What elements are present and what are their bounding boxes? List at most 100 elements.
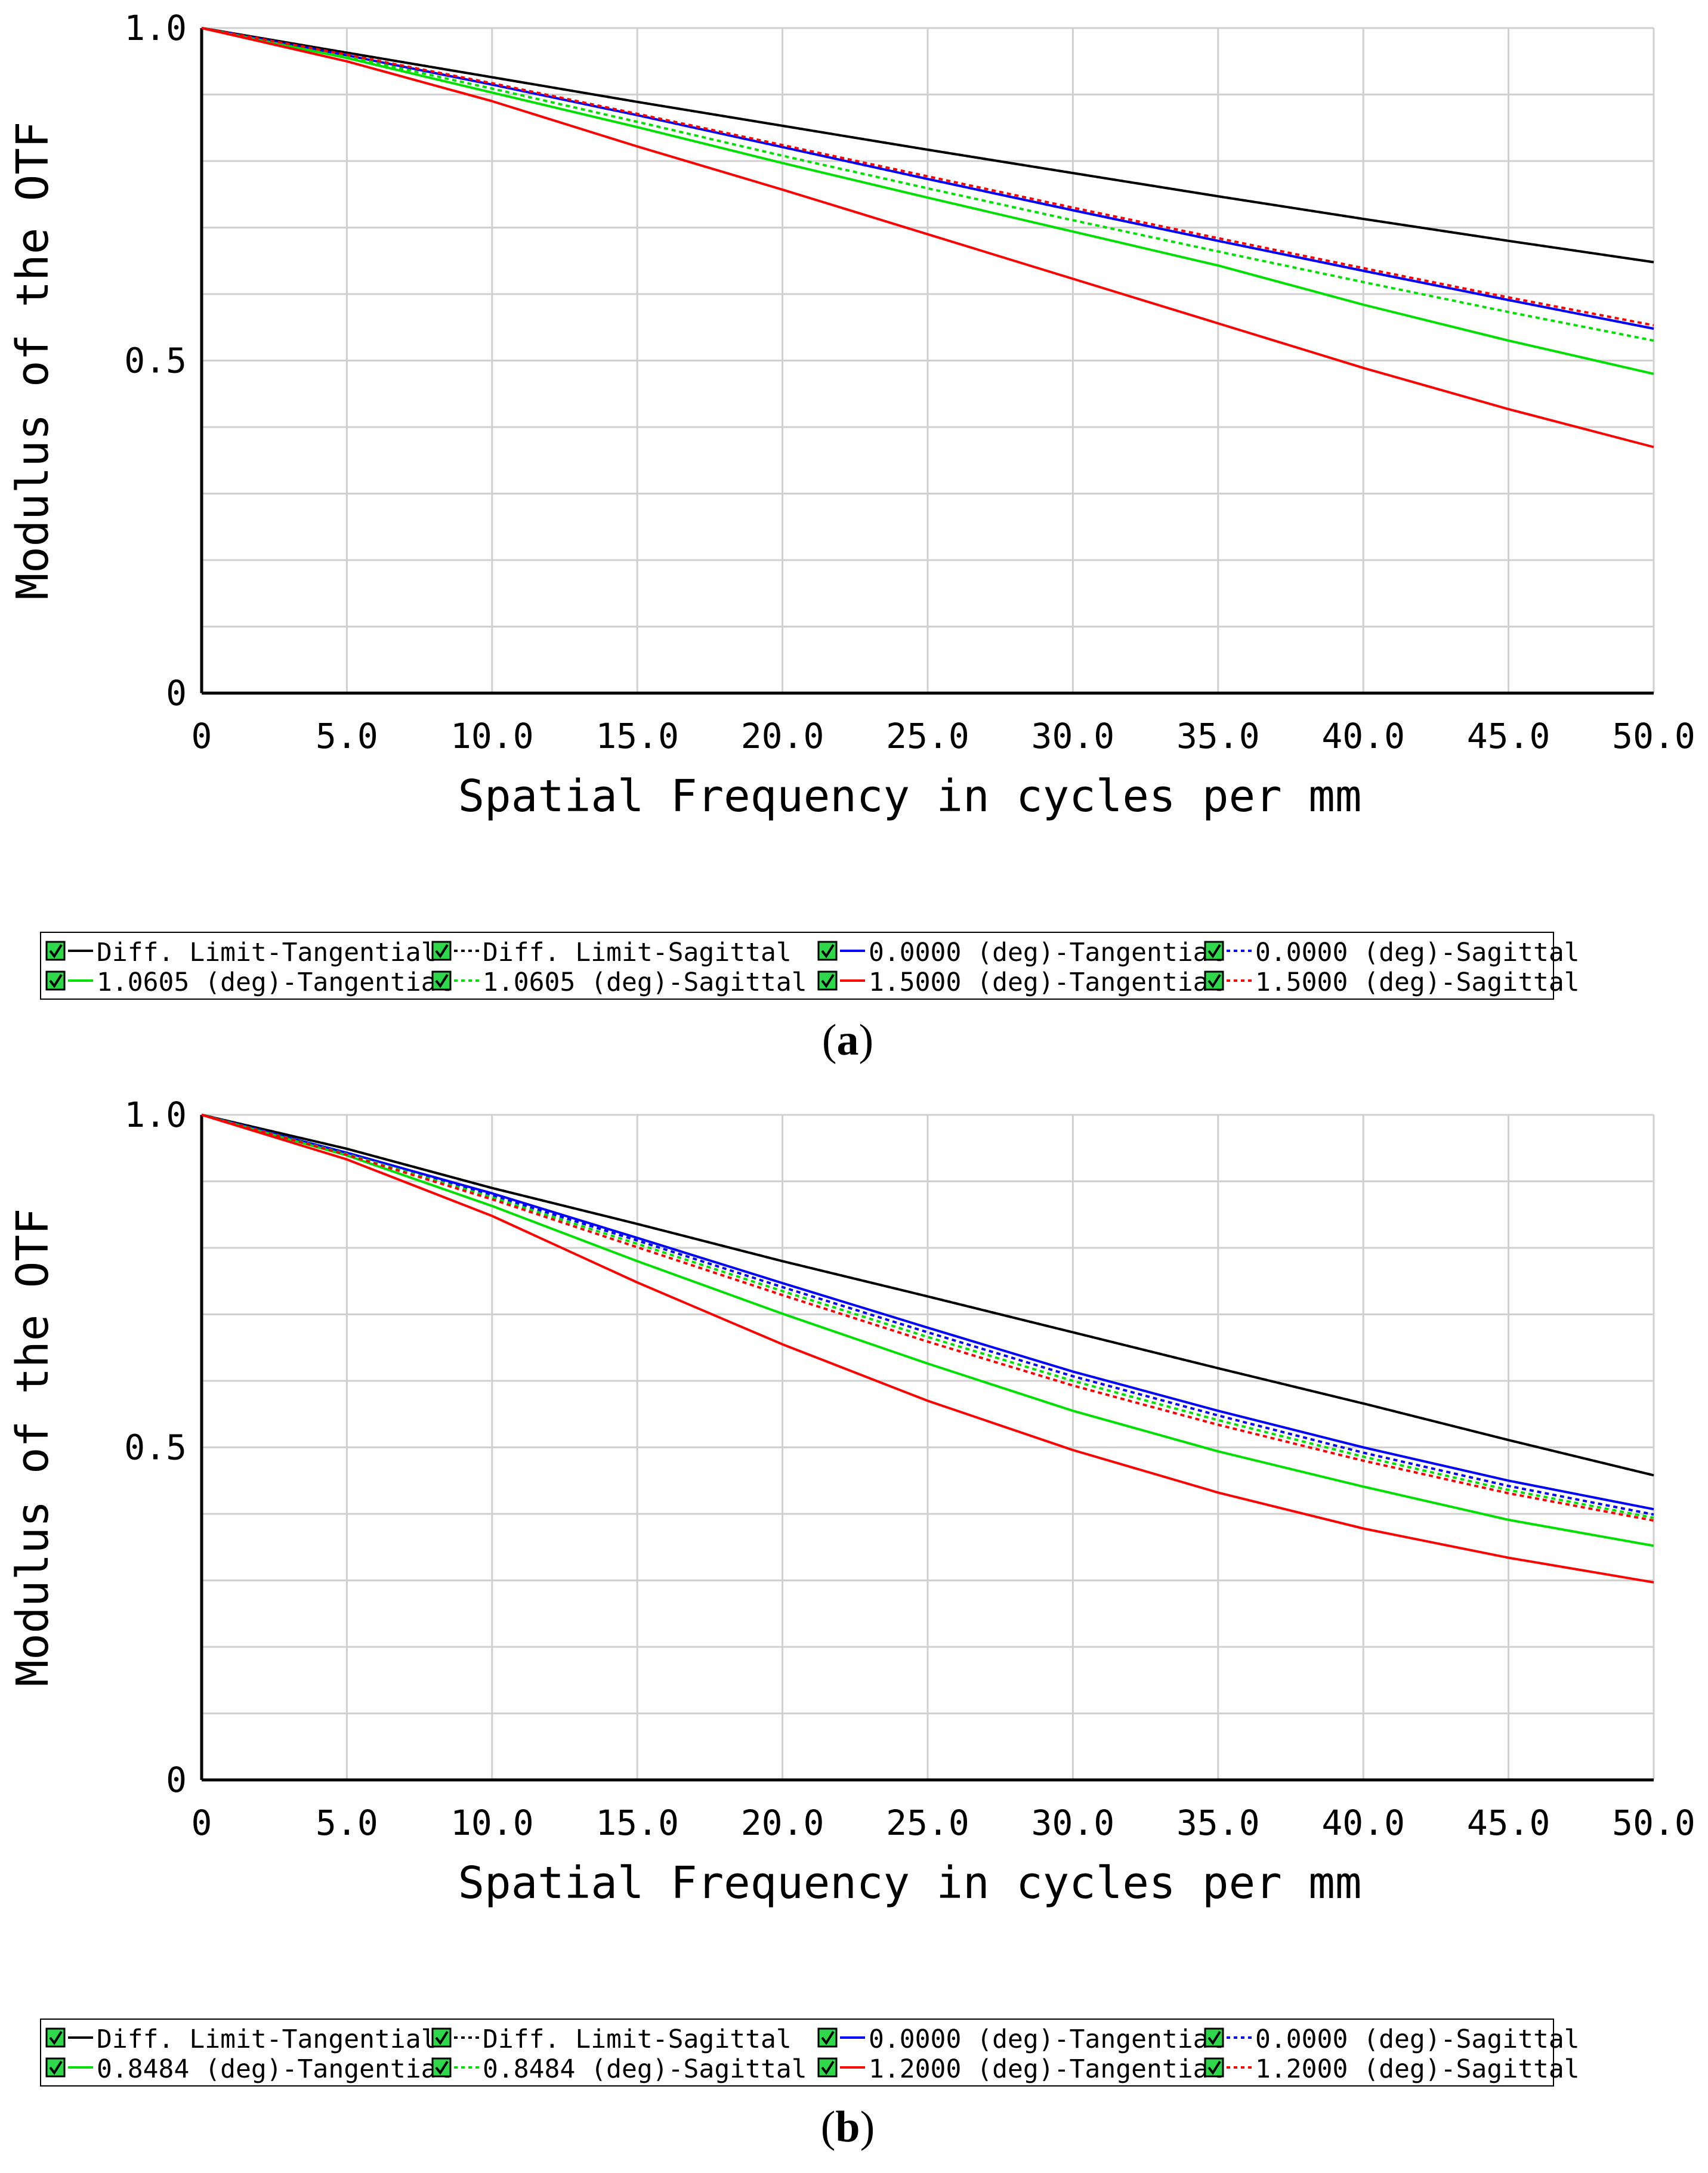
check-mark-icon bbox=[435, 973, 449, 988]
check-mark-icon bbox=[49, 2060, 63, 2075]
x-tick-label: 40.0 bbox=[1321, 1803, 1405, 1843]
legend-item-diff-limit-tangential: Diff. Limit-Tangential bbox=[45, 938, 437, 968]
checkbox-icon bbox=[1204, 2027, 1224, 2048]
series-line-diff-limit-sagittal bbox=[201, 1114, 1654, 1477]
legend: Diff. Limit-Tangential Diff. Limit-Sagitt… bbox=[40, 2019, 1580, 2087]
legend-box bbox=[40, 932, 1554, 1000]
check-mark-icon bbox=[435, 2030, 449, 2045]
x-tick-label: 50.0 bbox=[1612, 716, 1695, 756]
checkbox-icon bbox=[45, 970, 66, 991]
y-tick-label: 0.5 bbox=[124, 341, 187, 381]
legend-item-1-5000-deg-sagittal: 1.5000 (deg)-Sagittal bbox=[1204, 968, 1580, 997]
legend-item-1-5000-deg-tangential: 1.5000 (deg)-Tangential bbox=[817, 968, 1224, 997]
checkbox-icon bbox=[45, 941, 66, 961]
check-mark-icon bbox=[821, 973, 835, 988]
legend-item-1-0605-deg-sagittal: 1.0605 (deg)-Sagittal bbox=[431, 968, 807, 997]
legend-item-diff-limit-sagittal: Diff. Limit-Sagittal bbox=[431, 2024, 792, 2054]
legend-item-diff-limit-sagittal: Diff. Limit-Sagittal bbox=[431, 938, 792, 968]
series-line-1-2000-deg-sagittal bbox=[201, 1114, 1654, 1522]
legend-label: 0.0000 (deg)-Tangential bbox=[869, 938, 1224, 968]
series-line-0-0000-deg-sagittal bbox=[201, 27, 1654, 330]
x-tick-label: 20.0 bbox=[741, 716, 824, 756]
x-tick-label: 5.0 bbox=[316, 716, 378, 756]
legend-item-0-0000-deg-tangential: 0.0000 (deg)-Tangential bbox=[817, 938, 1224, 968]
x-tick-label: 25.0 bbox=[886, 716, 969, 756]
y-tick-label: 1.0 bbox=[124, 8, 187, 48]
panel-caption: (b) bbox=[821, 2103, 875, 2152]
check-mark-icon bbox=[821, 944, 835, 959]
check-mark-icon bbox=[49, 2030, 63, 2045]
x-axis-title: Spatial Frequency in cycles per mm bbox=[458, 771, 1362, 822]
checkbox-icon bbox=[431, 941, 452, 961]
legend-label: 0.0000 (deg)-Tangential bbox=[869, 2024, 1224, 2054]
checkbox-icon bbox=[817, 2027, 838, 2048]
x-tick-label: 30.0 bbox=[1031, 1803, 1115, 1843]
y-axis-title: Modulus of the OTF bbox=[7, 1208, 58, 1687]
legend-label: 0.0000 (deg)-Sagittal bbox=[1255, 938, 1580, 968]
x-tick-label: 30.0 bbox=[1031, 716, 1115, 756]
series-lines bbox=[201, 1114, 1654, 1584]
legend-label: Diff. Limit-Tangential bbox=[97, 2024, 437, 2054]
legend-box bbox=[40, 2019, 1554, 2087]
chart-panel-a: 0 5.0 10.0 15.0 20.0 25.0 30.0 35.0 40.0 45.0 50.0… bbox=[7, 8, 1695, 1065]
legend-label: 1.2000 (deg)-Tangential bbox=[869, 2054, 1224, 2084]
y-tick-label: 1.0 bbox=[124, 1095, 187, 1135]
legend-item-1-2000-deg-tangential: 1.2000 (deg)-Tangential bbox=[817, 2054, 1224, 2084]
x-tick-label: 10.0 bbox=[450, 1803, 534, 1843]
series-line-1-2000-deg-tangential bbox=[201, 1114, 1654, 1584]
legend-item-0-8484-deg-tangential: 0.8484 (deg)-Tangential bbox=[45, 2054, 452, 2084]
legend-item-0-0000-deg-sagittal: 0.0000 (deg)-Sagittal bbox=[1204, 938, 1580, 968]
legend-item-diff-limit-tangential: Diff. Limit-Tangential bbox=[45, 2024, 437, 2054]
x-tick-label: 40.0 bbox=[1321, 716, 1405, 756]
checkbox-icon bbox=[45, 2057, 66, 2078]
legend-label: 0.0000 (deg)-Sagittal bbox=[1255, 2024, 1580, 2054]
checkbox-icon bbox=[817, 2057, 838, 2078]
y-tick-label: 0.5 bbox=[124, 1427, 187, 1468]
panel-letter: a bbox=[837, 1016, 859, 1065]
legend-label: Diff. Limit-Tangential bbox=[97, 938, 437, 968]
legend-item-1-0605-deg-tangential: 1.0605 (deg)-Tangential bbox=[45, 968, 452, 997]
x-tick-label: 25.0 bbox=[886, 1803, 969, 1843]
check-mark-icon bbox=[49, 973, 63, 988]
x-tick-label: 35.0 bbox=[1176, 1803, 1260, 1843]
check-mark-icon bbox=[1207, 944, 1221, 959]
x-tick-label: 50.0 bbox=[1612, 1803, 1695, 1843]
legend-label: 1.5000 (deg)-Sagittal bbox=[1255, 968, 1580, 997]
check-mark-icon bbox=[435, 944, 449, 959]
series-line-0-0000-deg-tangential bbox=[201, 1114, 1654, 1511]
legend-label: 1.2000 (deg)-Sagittal bbox=[1255, 2054, 1580, 2084]
legend-item-0-8484-deg-sagittal: 0.8484 (deg)-Sagittal bbox=[431, 2054, 807, 2084]
checkbox-icon bbox=[1204, 970, 1224, 991]
series-line-1-0605-deg-tangential bbox=[201, 27, 1654, 375]
checkbox-icon bbox=[431, 2057, 452, 2078]
checkbox-icon bbox=[45, 2027, 66, 2048]
x-tick-label: 0 bbox=[192, 1803, 212, 1843]
grid bbox=[202, 1114, 1655, 1780]
legend: Diff. Limit-Tangential Diff. Limit-Sagitt… bbox=[40, 932, 1580, 1000]
legend-label: 1.0605 (deg)-Sagittal bbox=[483, 968, 807, 997]
check-mark-icon bbox=[435, 2060, 449, 2075]
series-line-0-8484-deg-tangential bbox=[201, 1114, 1654, 1547]
check-mark-icon bbox=[1207, 2060, 1221, 2075]
x-tick-label: 15.0 bbox=[595, 1803, 679, 1843]
legend-item-0-0000-deg-sagittal: 0.0000 (deg)-Sagittal bbox=[1204, 2024, 1580, 2054]
y-axis-title: Modulus of the OTF bbox=[7, 122, 58, 600]
checkbox-icon bbox=[1204, 2057, 1224, 2078]
x-tick-label: 45.0 bbox=[1467, 716, 1551, 756]
checkbox-icon bbox=[817, 941, 838, 961]
checkbox-icon bbox=[431, 2027, 452, 2048]
checkbox-icon bbox=[431, 970, 452, 991]
series-lines bbox=[201, 27, 1654, 449]
checkbox-icon bbox=[1204, 941, 1224, 961]
panel-caption: (a) bbox=[822, 1016, 873, 1065]
legend-label: 1.5000 (deg)-Tangential bbox=[869, 968, 1224, 997]
x-tick-label: 45.0 bbox=[1467, 1803, 1551, 1843]
series-line-1-5000-deg-tangential bbox=[201, 27, 1654, 449]
x-tick-label: 10.0 bbox=[450, 716, 534, 756]
check-mark-icon bbox=[1207, 973, 1221, 988]
grid bbox=[202, 27, 1655, 693]
x-axis-title: Spatial Frequency in cycles per mm bbox=[458, 1857, 1362, 1909]
x-tick-label: 35.0 bbox=[1176, 716, 1260, 756]
check-mark-icon bbox=[821, 2030, 835, 2045]
